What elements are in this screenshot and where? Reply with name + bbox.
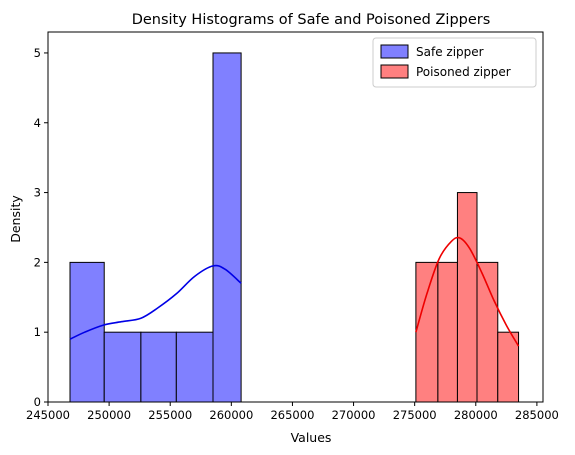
x-tick-label-2: 255000 (148, 408, 192, 422)
axes-frame (47, 31, 544, 403)
y-tick-label-5: 5 (34, 46, 41, 60)
x-tick-label-0: 245000 (26, 408, 70, 422)
x-tick-label-6: 275000 (393, 408, 437, 422)
x-tick-label-7: 280000 (454, 408, 498, 422)
legend-label-safe: Safe zipper (416, 45, 484, 59)
y-tick-label-2: 2 (34, 255, 41, 269)
poisoned-bar-4 (497, 331, 520, 403)
safe-bar-1 (103, 331, 142, 403)
safe-kde-line (69, 264, 242, 340)
poisoned-kde-line (415, 236, 520, 347)
legend-swatch-safe (380, 44, 409, 59)
plot-area: 245000 250000 255000 260000 265000 270000 2750… (26, 31, 559, 422)
x-tick-label-8: 285000 (515, 408, 559, 422)
safe-bar-2 (140, 331, 177, 403)
poisoned-bar-2 (456, 192, 478, 403)
safe-bar-3 (175, 331, 214, 403)
poisoned-bar-0 (415, 261, 439, 403)
y-tick-label-3: 3 (34, 186, 41, 200)
x-tick-label-3: 260000 (209, 408, 253, 422)
legend-label-poisoned: Poisoned zipper (416, 65, 511, 79)
x-tick-label-4: 265000 (270, 408, 314, 422)
safe-bar-4 (212, 52, 242, 403)
poisoned-bar-3 (476, 261, 499, 403)
chart-title: Density Histograms of Safe and Poisoned … (132, 12, 491, 28)
x-tick-label-1: 250000 (87, 408, 131, 422)
x-tick-label-5: 270000 (332, 408, 376, 422)
legend-box (372, 37, 537, 88)
poisoned-bar-1 (437, 261, 458, 403)
legend-swatch-poisoned (380, 64, 409, 79)
y-tick-label-1: 1 (34, 325, 41, 339)
y-tick-label-0: 0 (34, 395, 41, 409)
y-tick-label-4: 4 (34, 116, 41, 130)
safe-bar-0 (69, 261, 105, 403)
y-axis-label: Density (8, 195, 23, 243)
x-axis-label: Values (291, 430, 332, 445)
